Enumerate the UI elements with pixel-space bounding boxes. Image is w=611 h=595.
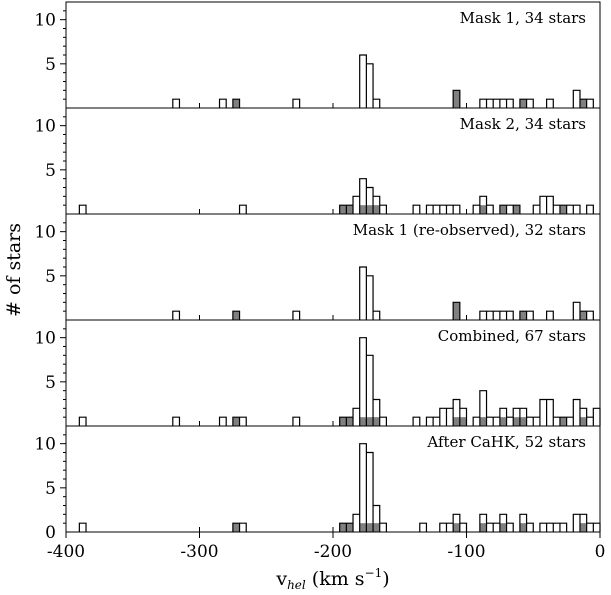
panels-group: 5 10 Mask 1, 34 stars 5 10 Mask 2, 34 stars 5 1… [34,1,606,562]
flagged-bar [459,417,467,426]
flagged-bar [359,523,367,532]
x-tick-label: -100 [447,542,485,562]
x-axis: -400 -300 -200 -100 0 [47,532,606,562]
y-tick-label: 10 [34,329,56,349]
flagged-bar [579,99,587,108]
flagged-bar [366,417,374,426]
flagged-bar [453,417,460,426]
x-axis-title-close: ) [382,568,389,590]
y-tick-label: 10 [34,223,56,243]
histogram-outline [172,266,594,320]
flagged-bar [479,205,487,214]
x-tick-label: -400 [47,542,85,562]
y-tick-label: 5 [45,267,56,287]
flagged-bar [346,417,354,426]
y-tick-label: 10 [34,11,56,31]
flagged-bar [359,417,367,426]
panel-5: 0 5 10 After CaHK, 52 stars [34,425,601,543]
flagged-bar [339,523,347,532]
panel-3: 5 10 Mask 1 (re-observed), 32 stars [34,213,601,321]
x-axis-title-units: (km s [306,568,365,590]
x-tick-label: -300 [180,542,218,562]
flagged-bar [359,205,367,214]
flagged-bar [453,90,460,108]
flagged-bar [339,417,347,426]
flagged-bar [519,99,527,108]
flagged-bar [579,311,587,320]
flagged-bar [373,417,380,426]
flagged-bar [453,523,460,532]
panel-label: Mask 1, 34 stars [460,9,586,27]
y-tick-label: 5 [45,161,56,181]
panel-label: After CaHK, 52 stars [426,433,586,451]
flagged-bar [232,311,240,320]
flagged-bar [366,523,374,532]
flagged-bar [519,417,527,426]
x-tick-label: 0 [595,542,606,562]
histogram-outline [172,54,594,108]
histogram-outline [78,337,601,426]
panel-label: Mask 1 (re-observed), 32 stars [353,221,586,239]
flagged-bar [579,523,587,532]
y-tick-label: 10 [34,117,56,137]
x-tick-label: -200 [314,542,352,562]
x-axis-title-var: v [275,568,287,590]
panel-1: 5 10 Mask 1, 34 stars [34,1,601,109]
y-tick-label: 5 [45,55,56,75]
panel-4: 5 10 Combined, 67 stars [34,319,601,427]
flagged-bar [513,417,520,426]
x-axis-title-subscript: hel [287,578,306,592]
flagged-bar [499,523,507,532]
flagged-bar [519,523,527,532]
flagged-bar [346,523,354,532]
flagged-bar [373,205,380,214]
flagged-bar [479,523,487,532]
flagged-bar [479,417,487,426]
panel-label: Combined, 67 stars [438,327,586,345]
y-tick-label: 10 [34,435,56,455]
flagged-bar [453,302,460,320]
histogram-outline [78,443,601,532]
panel-label: Mask 2, 34 stars [460,115,586,133]
y-axis-title: # of stars [3,223,25,317]
flagged-bar [559,417,567,426]
flagged-bar [339,205,347,214]
flagged-bar [513,205,520,214]
y-tick-label: 5 [45,479,56,499]
flagged-bar [366,205,374,214]
flagged-bar [499,417,507,426]
panel-2: 5 10 Mask 2, 34 stars [34,107,601,215]
y-tick-label: 0 [45,523,56,543]
flagged-bar [579,417,587,426]
flagged-bar [499,205,507,214]
flagged-bar [346,205,354,214]
x-axis-title-units-exponent: −1 [365,566,383,580]
histogram-outline [78,178,594,214]
flagged-bar [232,523,240,532]
flagged-bar [519,311,527,320]
x-axis-title: vhel (km s−1) [275,566,389,592]
flagged-bar [232,99,240,108]
flagged-bar [373,523,380,532]
y-tick-label: 5 [45,373,56,393]
flagged-bar [232,417,240,426]
flagged-bar [559,205,567,214]
